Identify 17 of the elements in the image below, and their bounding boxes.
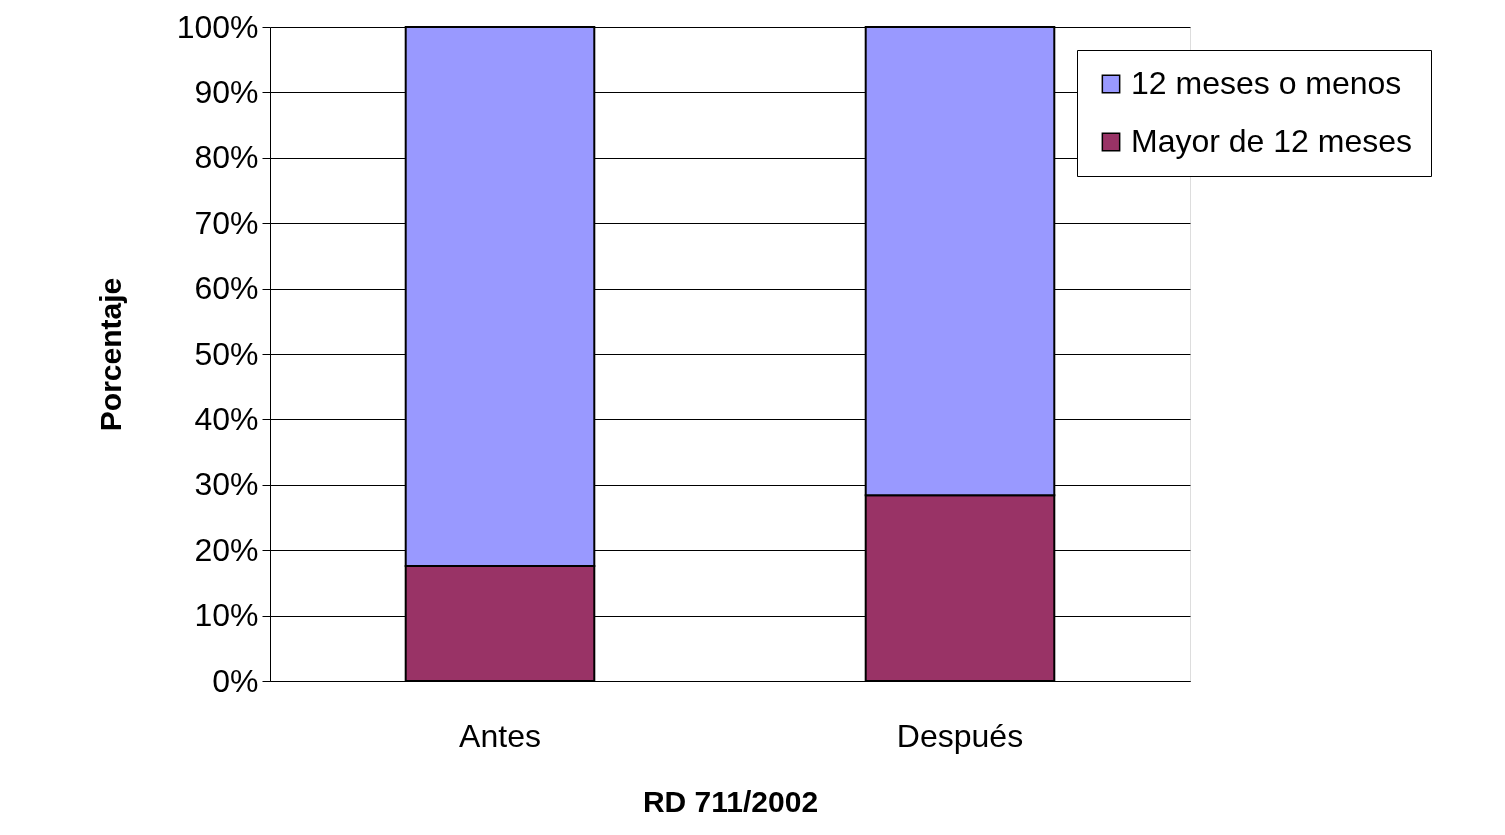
y-tick-label: 0% — [212, 662, 259, 699]
x-axis-title: RD 711/2002 — [642, 784, 819, 818]
y-tick-label: 30% — [194, 466, 259, 503]
y-tick-label: 60% — [194, 270, 259, 307]
y-tick-label: 50% — [194, 335, 259, 372]
y-tick-label: 80% — [194, 139, 259, 176]
y-axis-title: Porcentaje — [93, 277, 127, 432]
y-tick-label: 100% — [176, 8, 259, 45]
y-tick-label: 70% — [194, 204, 259, 241]
x-tick-label: Antes — [459, 717, 541, 754]
y-tick-label: 10% — [194, 597, 259, 634]
legend-label: 12 meses o menos — [1131, 65, 1402, 101]
x-tick-label: Después — [896, 717, 1024, 754]
y-tick-label: 90% — [194, 73, 259, 110]
y-tick-label: 40% — [194, 400, 259, 437]
legend-label: Mayor de 12 meses — [1131, 123, 1413, 159]
y-tick-label: 20% — [194, 531, 259, 568]
